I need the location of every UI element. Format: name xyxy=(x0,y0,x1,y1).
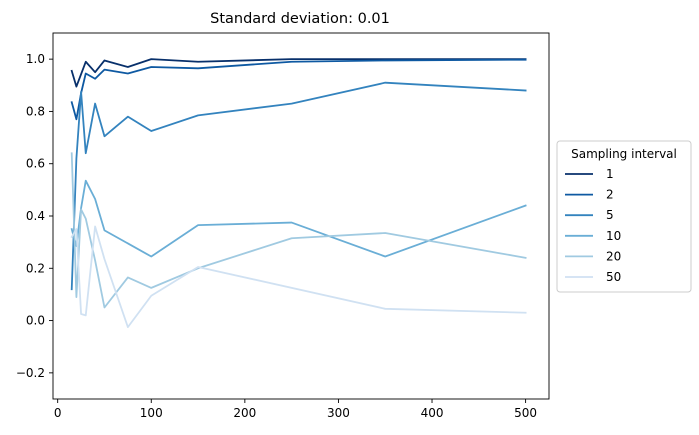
x-tick-label: 200 xyxy=(233,406,256,420)
series-line-10 xyxy=(70,179,527,258)
legend: Sampling interval 1 2 5 10 20 50 xyxy=(556,140,692,293)
y-tick-label: 1.0 xyxy=(26,52,45,66)
x-tick-label: 300 xyxy=(327,406,350,420)
legend-label-50: 50 xyxy=(606,270,621,284)
x-tick-label: 500 xyxy=(514,406,537,420)
x-tick-label: 400 xyxy=(421,406,444,420)
y-tick-label: 0.6 xyxy=(26,157,45,171)
series-line-5 xyxy=(70,81,527,291)
legend-box xyxy=(556,140,692,293)
series-line-1 xyxy=(70,58,527,88)
y-tick-label: 0.2 xyxy=(26,261,45,275)
legend-label-20: 20 xyxy=(606,249,621,263)
legend-items: 1 2 5 10 20 50 xyxy=(565,167,621,284)
y-tick-label: −0.2 xyxy=(16,366,45,380)
x-tick-label: 0 xyxy=(54,406,62,420)
y-tick-label: 0.8 xyxy=(26,104,45,118)
series-layer xyxy=(70,58,527,329)
legend-label-2: 2 xyxy=(606,188,614,202)
legend-label-1: 1 xyxy=(606,167,614,181)
legend-title: Sampling interval xyxy=(571,147,677,161)
legend-label-5: 5 xyxy=(606,208,614,222)
x-tick-label: 100 xyxy=(140,406,163,420)
series-line-50 xyxy=(70,225,527,329)
y-tick-label: 0.0 xyxy=(26,314,45,328)
axes-layer: 0 100 200 300 400 500 −0.2 0.0 0.2 0.4 0.6 0.8 1.0 xyxy=(16,32,550,420)
chart-title: Standard deviation: 0.01 xyxy=(210,11,390,27)
y-tick-label: 0.4 xyxy=(26,209,45,223)
legend-label-10: 10 xyxy=(606,229,621,243)
